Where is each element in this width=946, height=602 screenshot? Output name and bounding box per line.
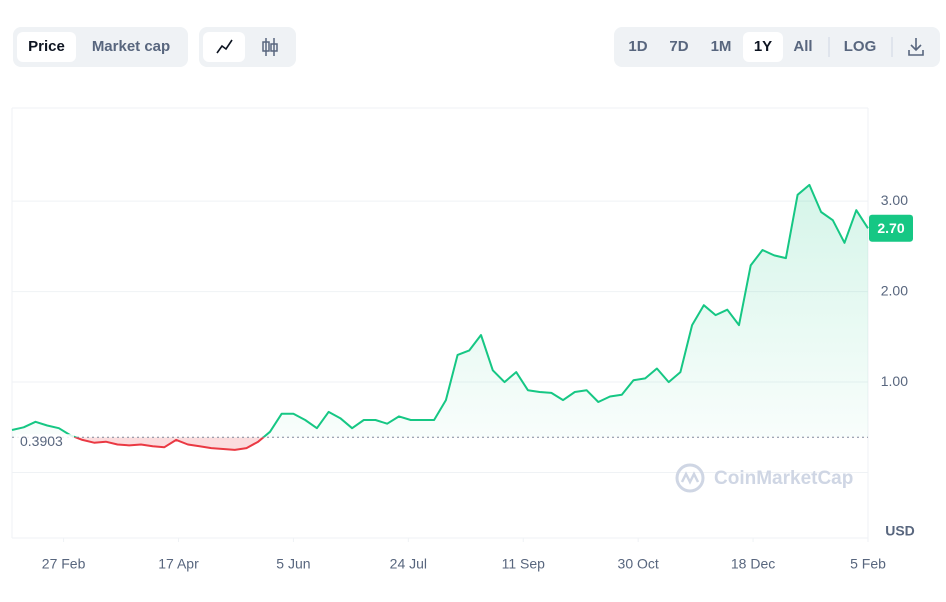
x-tick-label: 5 Feb bbox=[850, 556, 886, 572]
market-cap-tab[interactable]: Market cap bbox=[92, 38, 170, 55]
x-tick-label: 5 Jun bbox=[276, 556, 310, 572]
y-tick-label: 3.00 bbox=[881, 192, 908, 208]
tab-active-bg bbox=[17, 32, 76, 62]
range-button[interactable]: 1M bbox=[711, 38, 732, 55]
candle-style-button[interactable] bbox=[262, 38, 278, 56]
range-active-bg bbox=[743, 32, 783, 62]
x-tick-label: 24 Jul bbox=[390, 556, 427, 572]
range-button[interactable]: 7D bbox=[669, 38, 688, 55]
last-price-tag bbox=[869, 214, 913, 242]
x-tick-label: 17 Apr bbox=[158, 556, 199, 572]
x-tick-label: 18 Dec bbox=[731, 556, 775, 572]
range-button[interactable]: 1Y bbox=[754, 38, 772, 55]
x-tick-label: 11 Sep bbox=[502, 556, 546, 572]
y-tick-label: 1.00 bbox=[881, 373, 908, 389]
watermark: CoinMarketCap bbox=[675, 463, 853, 493]
line-icon bbox=[216, 39, 233, 54]
watermark-text: CoinMarketCap bbox=[714, 468, 853, 489]
log-button[interactable]: LOG bbox=[844, 38, 877, 55]
x-tick-label: 30 Oct bbox=[618, 556, 659, 572]
last-price-label: 2.70 bbox=[877, 220, 904, 236]
x-tick-label: 27 Feb bbox=[42, 556, 86, 572]
baseline-label: 0.3903 bbox=[20, 433, 63, 449]
download-button[interactable] bbox=[908, 38, 924, 56]
area-below bbox=[12, 437, 868, 450]
area-above bbox=[12, 184, 868, 438]
baseline-label-bg bbox=[16, 434, 74, 451]
price-tab[interactable]: Price bbox=[28, 38, 65, 55]
y-tick-label: 2.00 bbox=[881, 282, 908, 298]
price-line-below bbox=[72, 437, 266, 451]
currency-label: USD bbox=[885, 523, 915, 539]
price-line bbox=[11, 183, 869, 438]
range-button[interactable]: All bbox=[793, 38, 812, 55]
range-button[interactable]: 1D bbox=[628, 38, 647, 55]
